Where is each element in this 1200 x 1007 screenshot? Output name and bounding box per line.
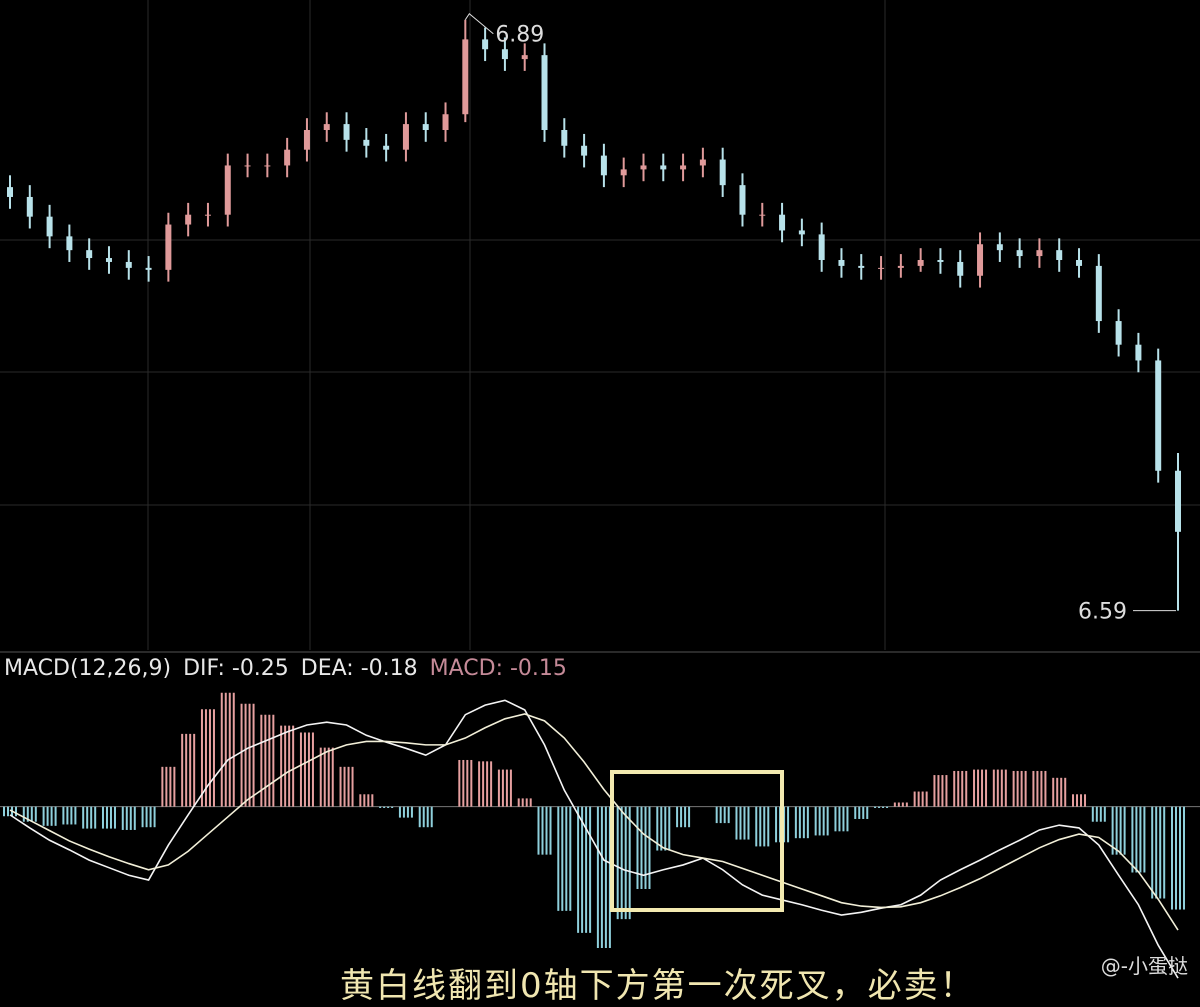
- candle-body: [422, 124, 429, 130]
- macd-line: [9, 699, 1179, 979]
- candle-body: [897, 265, 904, 268]
- candle-body: [482, 39, 489, 50]
- candle-body: [957, 261, 964, 276]
- candle-body: [244, 165, 251, 167]
- candle-body: [917, 260, 924, 266]
- candle-body: [818, 234, 825, 260]
- macd-legend: MACD(12,26,9) DIF: -0.25 DEA: -0.18 MACD: -…: [4, 656, 579, 681]
- highlight-box: [610, 770, 784, 912]
- candle-body: [600, 155, 607, 176]
- candle-body: [501, 49, 508, 60]
- candle-body: [204, 214, 211, 216]
- candle-body: [7, 187, 13, 197]
- caption: 黄白线翻到0轴下方第一次死叉，必卖！: [340, 966, 976, 1006]
- candle-body: [620, 169, 627, 176]
- candle-body: [46, 216, 53, 237]
- candle-body: [224, 165, 231, 215]
- candle-body: [660, 165, 667, 170]
- candle-body: [1095, 265, 1102, 322]
- candle-body: [86, 250, 93, 259]
- candle-body: [343, 124, 350, 140]
- candle-body: [363, 139, 370, 146]
- candle-body: [977, 244, 984, 276]
- dif-label: DIF: -0.25: [183, 656, 289, 681]
- candle-body: [402, 124, 409, 150]
- candle-body: [185, 214, 192, 225]
- candle-body: [1135, 344, 1142, 361]
- candle-body: [561, 130, 568, 146]
- candle-body: [937, 260, 944, 262]
- candle-body: [66, 236, 73, 251]
- candle-body: [699, 159, 706, 166]
- high-arrow: [464, 12, 494, 35]
- candle-body: [1115, 321, 1122, 345]
- macd-line: [9, 713, 1179, 931]
- candle-body: [739, 185, 746, 215]
- candle-body: [303, 130, 310, 150]
- dea-label: DEA: -0.18: [300, 656, 418, 681]
- candle-body: [462, 39, 469, 115]
- low-label: 6.59: [1078, 600, 1127, 625]
- candle-body: [26, 196, 33, 217]
- candle-body: [1056, 250, 1063, 260]
- candle-body: [996, 244, 1003, 251]
- candle-body: [1016, 250, 1023, 257]
- candle-body: [858, 265, 865, 268]
- candle-body: [581, 145, 588, 156]
- grid: [0, 0, 1200, 650]
- candle-body: [719, 159, 726, 186]
- watermark: @-小蛋挞: [1100, 954, 1188, 978]
- candle-body: [264, 165, 271, 167]
- candle-body: [798, 230, 805, 235]
- high-label: 6.89: [495, 23, 544, 48]
- macd-params: MACD(12,26,9): [4, 656, 172, 681]
- candle-body: [145, 267, 152, 270]
- candle-body: [1036, 250, 1043, 257]
- candle-body: [323, 124, 330, 130]
- candle-body: [1175, 470, 1181, 532]
- candle-body: [105, 258, 112, 262]
- candle-body: [779, 214, 786, 231]
- candle-body: [165, 224, 172, 270]
- candle-body: [838, 260, 845, 266]
- candle-body: [383, 145, 390, 150]
- candle-body: [1155, 360, 1162, 471]
- candle-body: [1076, 260, 1083, 266]
- candle-body: [284, 149, 291, 166]
- candle-body: [640, 165, 647, 170]
- candle-body: [759, 214, 766, 216]
- candle-body: [541, 55, 548, 130]
- candle-body: [878, 267, 885, 269]
- candle-body: [125, 261, 132, 268]
- macd-label: MACD: -0.15: [429, 656, 567, 681]
- candle-body: [680, 165, 687, 170]
- candle-body: [442, 114, 449, 130]
- candle-body: [521, 55, 528, 60]
